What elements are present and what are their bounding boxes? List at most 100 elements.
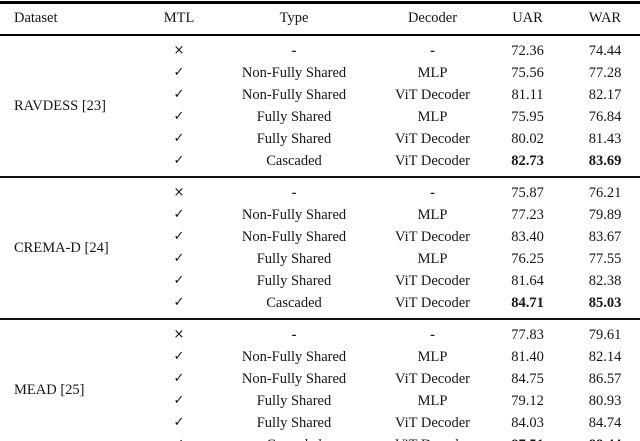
decoder-cell: ViT Decoder — [395, 371, 470, 387]
type-cell: - — [291, 43, 297, 59]
mtl-check-icon: ✓ — [173, 393, 185, 408]
decoder-cell: ViT Decoder — [395, 273, 470, 289]
war-value: 88.44 — [570, 434, 640, 441]
uar-value: 76.25 — [511, 251, 544, 267]
war-value: 83.67 — [588, 229, 622, 245]
table-body: RAVDESS [23] × - - 72.36 74.44 ✓ Non-Fully Shar… — [0, 36, 640, 441]
uar-value: 82.73 — [511, 153, 544, 169]
dataset-group: MEAD [25] × - - 77.83 79.61 ✓ Non-Fully Shared M… — [0, 320, 640, 441]
war-value: 82.38 — [588, 273, 622, 289]
decoder-cell: ViT Decoder — [395, 153, 470, 169]
uar-value: 84.71 — [511, 295, 544, 311]
war-value: 85.03 — [588, 295, 622, 311]
column-header-dataset: Dataset — [14, 10, 58, 26]
uar-value: 80.02 — [511, 131, 544, 147]
type-cell: Fully Shared — [256, 393, 332, 409]
decoder-cell: ViT Decoder — [395, 415, 470, 431]
mtl-check-icon: ✓ — [173, 131, 185, 146]
decoder-cell: MLP — [417, 109, 448, 125]
mtl-cross-icon: × — [173, 43, 185, 58]
uar-value: 75.95 — [511, 109, 544, 125]
mtl-check-icon: ✓ — [173, 109, 185, 124]
uar-value: 75.56 — [511, 65, 544, 81]
decoder-cell: ViT Decoder — [395, 229, 470, 245]
decoder-cell: - — [430, 43, 435, 59]
group-separator-rule — [0, 318, 640, 320]
decoder-cell: ViT Decoder — [380, 434, 485, 441]
uar-value: 81.40 — [511, 349, 544, 365]
decoder-cell: MLP — [417, 207, 448, 223]
uar-value: 81.64 — [511, 273, 544, 289]
header-separator-rule — [0, 33, 640, 36]
war-value: 79.61 — [588, 327, 622, 343]
column-header-decoder: Decoder — [407, 10, 458, 26]
dataset-label: MEAD [25] — [14, 381, 85, 398]
type-cell: Non-Fully Shared — [241, 65, 347, 81]
decoder-cell: MLP — [417, 65, 448, 81]
decoder-cell: - — [430, 185, 435, 201]
decoder-cell: ViT Decoder — [395, 295, 470, 311]
type-cell: Fully Shared — [256, 415, 332, 431]
uar-value: 75.87 — [511, 185, 544, 201]
uar-value: 84.03 — [511, 415, 544, 431]
uar-value: 83.40 — [511, 229, 544, 245]
war-value: 80.93 — [588, 393, 622, 409]
column-header-war: WAR — [588, 10, 622, 26]
uar-value: 81.11 — [511, 87, 544, 103]
mtl-check-icon: ✓ — [173, 371, 185, 386]
war-value: 81.43 — [588, 131, 622, 147]
type-cell: Fully Shared — [256, 273, 332, 289]
decoder-cell: MLP — [417, 349, 448, 365]
war-value: 77.28 — [588, 65, 622, 81]
mtl-check-icon: ✓ — [173, 251, 185, 266]
mtl-check-icon: ✓ — [173, 273, 185, 288]
type-cell: Non-Fully Shared — [241, 371, 347, 387]
dataset-label: RAVDESS [23] — [14, 97, 106, 114]
war-value: 83.69 — [588, 153, 622, 169]
war-value: 77.55 — [588, 251, 622, 267]
uar-value: 87.51 — [485, 434, 570, 441]
war-value: 82.14 — [588, 349, 622, 365]
type-cell: Non-Fully Shared — [241, 87, 347, 103]
war-value: 76.21 — [588, 185, 622, 201]
type-cell: Cascaded — [266, 295, 322, 311]
column-header-type: Type — [279, 10, 309, 26]
mtl-check-icon: ✓ — [173, 349, 185, 364]
war-value: 74.44 — [588, 43, 622, 59]
uar-value: 84.75 — [511, 371, 544, 387]
decoder-cell: ViT Decoder — [395, 131, 470, 147]
type-cell: Fully Shared — [256, 109, 332, 125]
uar-value: 77.83 — [511, 327, 544, 343]
table-header-row: Dataset MTL Type Decoder UAR WAR — [0, 4, 640, 34]
group-separator-rule — [0, 176, 640, 178]
uar-value: 77.23 — [511, 207, 544, 223]
type-cell: Cascaded — [266, 153, 322, 169]
uar-value: 72.36 — [511, 43, 544, 59]
uar-value: 79.12 — [511, 393, 544, 409]
mtl-check-icon: ✓ — [173, 153, 185, 168]
type-cell: Non-Fully Shared — [241, 207, 347, 223]
decoder-cell: MLP — [417, 251, 448, 267]
mtl-check-icon: ✓ — [173, 295, 185, 310]
mtl-cross-icon: × — [173, 327, 185, 342]
decoder-cell: ViT Decoder — [395, 87, 470, 103]
mtl-check-icon: ✓ — [173, 87, 185, 102]
table-top-rule — [0, 1, 640, 4]
war-value: 86.57 — [588, 371, 622, 387]
mtl-check-icon: ✓ — [173, 229, 185, 244]
war-value: 84.74 — [588, 415, 622, 431]
war-value: 82.17 — [588, 87, 622, 103]
dataset-group: RAVDESS [23] × - - 72.36 74.44 ✓ Non-Fully Shar… — [0, 36, 640, 176]
mtl-check-icon: ✓ — [150, 434, 208, 441]
type-cell: - — [291, 185, 297, 201]
decoder-cell: - — [430, 327, 435, 343]
dataset-group: CREMA-D [24] × - - 75.87 76.21 ✓ Non-Fully Shar… — [0, 178, 640, 318]
mtl-check-icon: ✓ — [173, 207, 185, 222]
type-cell: Non-Fully Shared — [241, 229, 347, 245]
type-cell: Cascaded — [208, 434, 380, 441]
type-cell: Fully Shared — [256, 131, 332, 147]
type-cell: Fully Shared — [256, 251, 332, 267]
decoder-cell: MLP — [417, 393, 448, 409]
type-cell: Non-Fully Shared — [241, 349, 347, 365]
